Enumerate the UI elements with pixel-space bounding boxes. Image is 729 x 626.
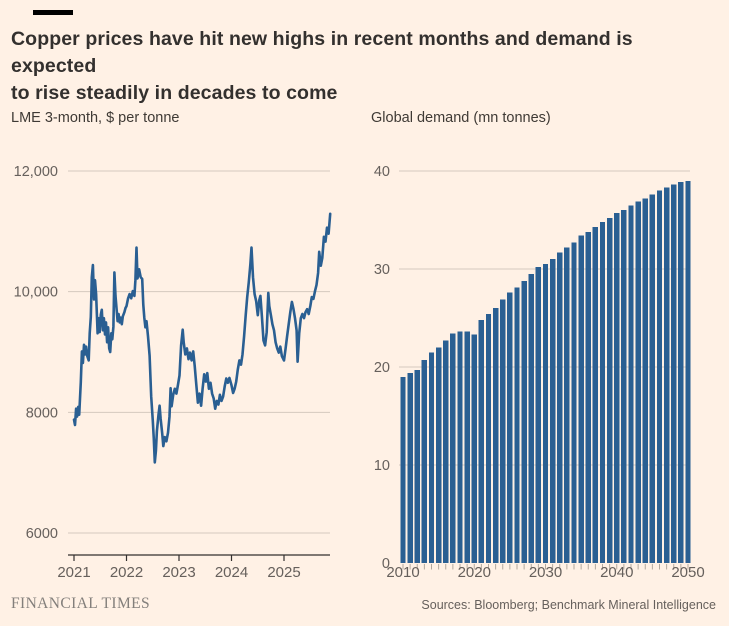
- bar-2012: [414, 369, 420, 563]
- bar-2015: [435, 347, 442, 563]
- bar-2036: [585, 231, 591, 564]
- bar-2037: [592, 226, 599, 563]
- bar-2019: [464, 331, 470, 563]
- bar-2011: [407, 372, 413, 563]
- bar-2048: [671, 184, 677, 563]
- bar-2028: [528, 273, 534, 563]
- y-tick-label: 20: [374, 360, 390, 376]
- bar-2040: [614, 213, 620, 563]
- bar-2043: [635, 201, 641, 563]
- bar-2031: [549, 259, 556, 563]
- y-tick-label: 30: [374, 262, 390, 278]
- x-tick-label: 2020: [458, 564, 491, 581]
- x-tick-label: 2040: [600, 564, 633, 581]
- figure-title-line1: Copper prices have hit new highs in rece…: [11, 28, 633, 77]
- y-tick-label: 0: [382, 556, 390, 572]
- sources-note: Sources: Bloomberg; Benchmark Mineral In…: [421, 598, 716, 612]
- bar-2050: [685, 180, 691, 564]
- bar-2041: [621, 210, 627, 563]
- bar-2029: [535, 267, 542, 563]
- bar-2032: [557, 252, 563, 564]
- bar-2020: [471, 334, 477, 563]
- bar-2025: [507, 292, 513, 563]
- bar-2045: [649, 194, 656, 563]
- ft-wordmark: FINANCIAL TIMES: [11, 595, 151, 612]
- y-tick-label: 10,000: [14, 285, 58, 301]
- bar-2034: [571, 242, 577, 563]
- bar-chart-subtitle: Global demand (mn tonnes): [371, 110, 551, 126]
- bar-2024: [500, 299, 506, 563]
- bar-2033: [564, 247, 570, 563]
- bar-2016: [443, 340, 449, 563]
- line-chart-subtitle: LME 3-month, $ per tonne: [11, 110, 180, 126]
- y-tick-label: 10: [374, 458, 390, 474]
- x-tick-label: 2025: [267, 564, 300, 581]
- bar-2023: [492, 308, 499, 563]
- bar-2030: [542, 264, 549, 563]
- price-line: [72, 212, 332, 464]
- bar-2035: [578, 235, 584, 563]
- bar-2046: [656, 190, 663, 563]
- bar-2038: [599, 222, 606, 563]
- bar-2021: [478, 320, 485, 563]
- x-tick-label: 2023: [162, 564, 195, 581]
- bar-2047: [663, 187, 670, 563]
- y-tick-label: 6000: [26, 526, 58, 542]
- bar-2022: [485, 314, 492, 563]
- bar-2027: [521, 280, 527, 563]
- bar-2039: [606, 218, 613, 563]
- y-tick-label: 40: [374, 164, 390, 180]
- x-tick-label: 2021: [57, 564, 90, 581]
- x-tick-label: 2050: [671, 564, 704, 581]
- figure-title-line2: to rise steadily in decades to come: [11, 82, 338, 104]
- bar-2010: [400, 376, 406, 563]
- y-tick-label: 8000: [26, 405, 58, 421]
- x-tick-label: 2024: [215, 564, 248, 581]
- bar-2014: [428, 352, 435, 563]
- bar-2026: [514, 287, 520, 563]
- y-tick-label: 12,000: [14, 164, 58, 180]
- bar-2018: [457, 331, 463, 563]
- bar-2049: [678, 181, 684, 564]
- x-tick-label: 2010: [386, 564, 419, 581]
- bar-2042: [628, 205, 634, 564]
- x-tick-label: 2030: [529, 564, 562, 581]
- bar-2013: [421, 360, 428, 563]
- accent-bar: [33, 10, 73, 15]
- bar-2044: [642, 198, 648, 563]
- bar-2017: [450, 333, 456, 563]
- figure-title: Copper prices have hit new highs in rece…: [11, 26, 721, 107]
- x-tick-label: 2022: [110, 564, 143, 581]
